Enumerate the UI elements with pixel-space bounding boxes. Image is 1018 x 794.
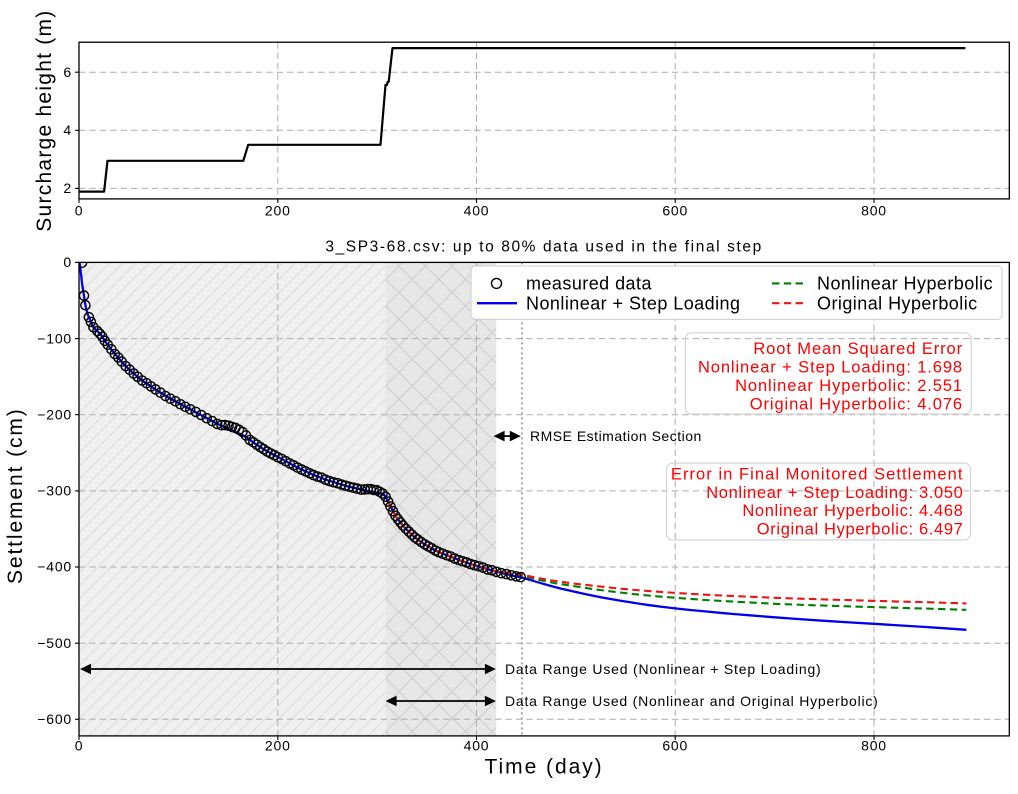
svg-text:−400: −400	[37, 559, 72, 575]
svg-text:0: 0	[75, 737, 84, 753]
svg-text:Time (day): Time (day)	[485, 756, 604, 779]
svg-text:200: 200	[265, 737, 291, 753]
svg-text:Root Mean Squared Error: Root Mean Squared Error	[753, 340, 963, 358]
svg-text:Nonlinear + Step Loading: 1.69: Nonlinear + Step Loading: 1.698	[698, 359, 963, 377]
svg-text:6: 6	[63, 64, 72, 80]
svg-text:Data Range Used (Nonlinear + S: Data Range Used (Nonlinear + Step Loadin…	[505, 661, 822, 677]
svg-text:800: 800	[861, 202, 887, 218]
svg-text:−600: −600	[37, 711, 72, 727]
svg-text:Nonlinear Hyperbolic: Nonlinear Hyperbolic	[817, 273, 993, 293]
svg-text:Error in Final Monitored Settl: Error in Final Monitored Settlement	[671, 465, 964, 483]
svg-text:Nonlinear Hyperbolic: 4.468: Nonlinear Hyperbolic: 4.468	[742, 502, 963, 520]
svg-text:400: 400	[464, 737, 490, 753]
svg-text:−100: −100	[37, 330, 72, 346]
svg-text:800: 800	[861, 737, 887, 753]
svg-text:Nonlinear + Step Loading: 3.05: Nonlinear + Step Loading: 3.050	[706, 484, 963, 502]
svg-text:Original Hyperbolic: Original Hyperbolic	[817, 293, 978, 313]
svg-text:−300: −300	[37, 483, 72, 499]
svg-text:600: 600	[662, 202, 688, 218]
svg-text:Nonlinear Hyperbolic: 2.551: Nonlinear Hyperbolic: 2.551	[735, 377, 963, 395]
svg-text:Data Range Used (Nonlinear and: Data Range Used (Nonlinear and Original …	[505, 693, 879, 709]
svg-text:measured data: measured data	[526, 273, 652, 293]
svg-text:200: 200	[265, 202, 291, 218]
svg-text:3_SP3-68.csv: up to 80% data u: 3_SP3-68.csv: up to 80% data used in the…	[325, 239, 762, 256]
svg-text:Original Hyperbolic: 4.076: Original Hyperbolic: 4.076	[750, 395, 963, 413]
svg-text:Surcharge height (m): Surcharge height (m)	[33, 9, 56, 231]
svg-text:400: 400	[464, 202, 490, 218]
svg-text:Settlement (cm): Settlement (cm)	[4, 407, 27, 584]
svg-text:−500: −500	[37, 635, 72, 651]
svg-text:Nonlinear + Step Loading: Nonlinear + Step Loading	[526, 293, 740, 313]
svg-text:0: 0	[63, 254, 72, 270]
svg-text:2: 2	[63, 180, 72, 196]
svg-text:4: 4	[63, 122, 72, 138]
svg-text:RMSE Estimation Section: RMSE Estimation Section	[530, 428, 702, 444]
svg-text:−200: −200	[37, 406, 72, 422]
svg-text:600: 600	[662, 737, 688, 753]
svg-text:0: 0	[75, 202, 84, 218]
svg-text:Original Hyperbolic: 6.497: Original Hyperbolic: 6.497	[757, 521, 964, 539]
